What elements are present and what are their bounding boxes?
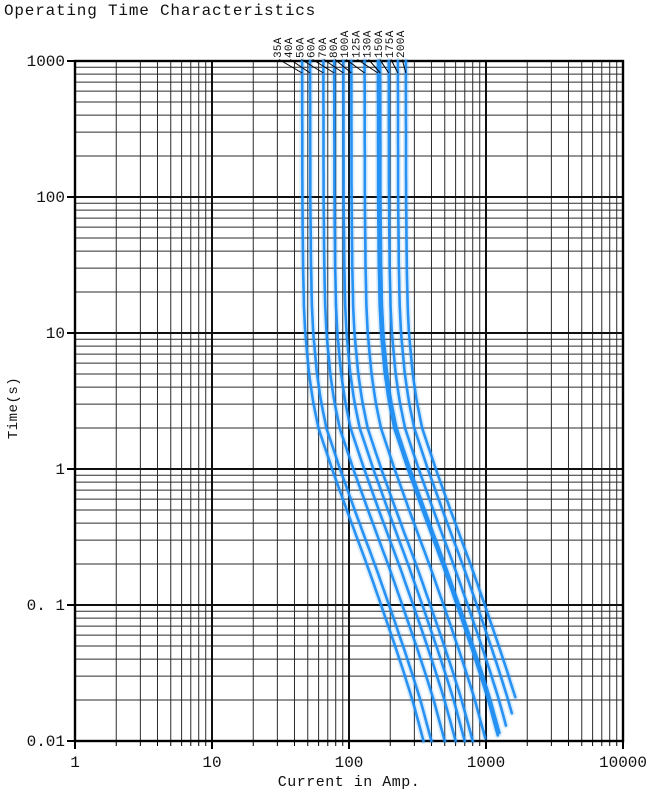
x-tick-label: 100 [335,754,364,772]
leader-line-125a [357,59,379,74]
curve-200a [404,59,517,699]
series-label-50a: 50A [295,37,307,58]
y-tick-labels: 1000 100 10 1 0. 1 0.01 [27,53,65,751]
leader-line-100a [345,59,365,74]
curve-125a [376,59,500,737]
leader-line-70a [323,59,344,74]
leader-line-150a [379,59,390,74]
curve-100a [363,59,487,740]
leader-line-130a [368,59,381,74]
series-label-130a: 130A [363,30,375,58]
leader-line-50a [301,59,324,74]
x-axis-title: Current in Amp. [277,774,421,791]
series-label-175a: 175A [385,30,397,58]
leader-line-40a [289,59,311,74]
axis-ticks [67,60,624,749]
series-label-100a: 100A [340,30,352,58]
x-tick-label: 1 [70,754,80,772]
x-tick-label: 10 [202,754,221,772]
leader-line-35a [278,59,303,74]
y-tick-label: 1 [55,461,65,479]
curve-70a [342,59,467,743]
series-label-35a: 35A [273,37,285,58]
curve-150a [387,59,508,727]
curve-40a [308,59,433,743]
curve-60a [332,59,457,743]
y-tick-label: 1000 [27,53,65,71]
series-label-80a: 80A [329,37,341,58]
curve-35a [300,59,425,743]
y-tick-label: 0.01 [27,733,65,751]
series-label-200a: 200A [396,30,408,58]
x-tick-labels: 1 10 100 1000 10000 [70,754,647,772]
chart-title: Operating Time Characteristics [4,2,317,20]
curve-175a [396,59,514,715]
y-tick-label: 0. 1 [27,597,65,615]
x-tick-label: 10000 [599,754,647,772]
curve-80a [350,59,474,743]
leader-line-200a [401,59,407,74]
curve-50a [322,59,447,743]
leader-line-80a [334,59,352,74]
series-label-125a: 125A [351,30,363,58]
curve-130a [378,59,501,734]
series-labels: 35A 40A 50A 60A 70A 80A 100A 125A 130A 150A 175A 20… [273,30,408,74]
series-label-150a: 150A [374,30,386,58]
y-tick-label: 10 [46,325,65,343]
series-label-40a: 40A [284,37,296,58]
fuse-curves [299,58,519,744]
leader-line-175a [390,59,399,74]
leader-line-60a [312,59,335,74]
x-tick-label: 1000 [467,754,505,772]
y-tick-label: 100 [36,189,65,207]
series-label-70a: 70A [318,37,330,58]
series-label-60a: 60A [307,37,319,58]
